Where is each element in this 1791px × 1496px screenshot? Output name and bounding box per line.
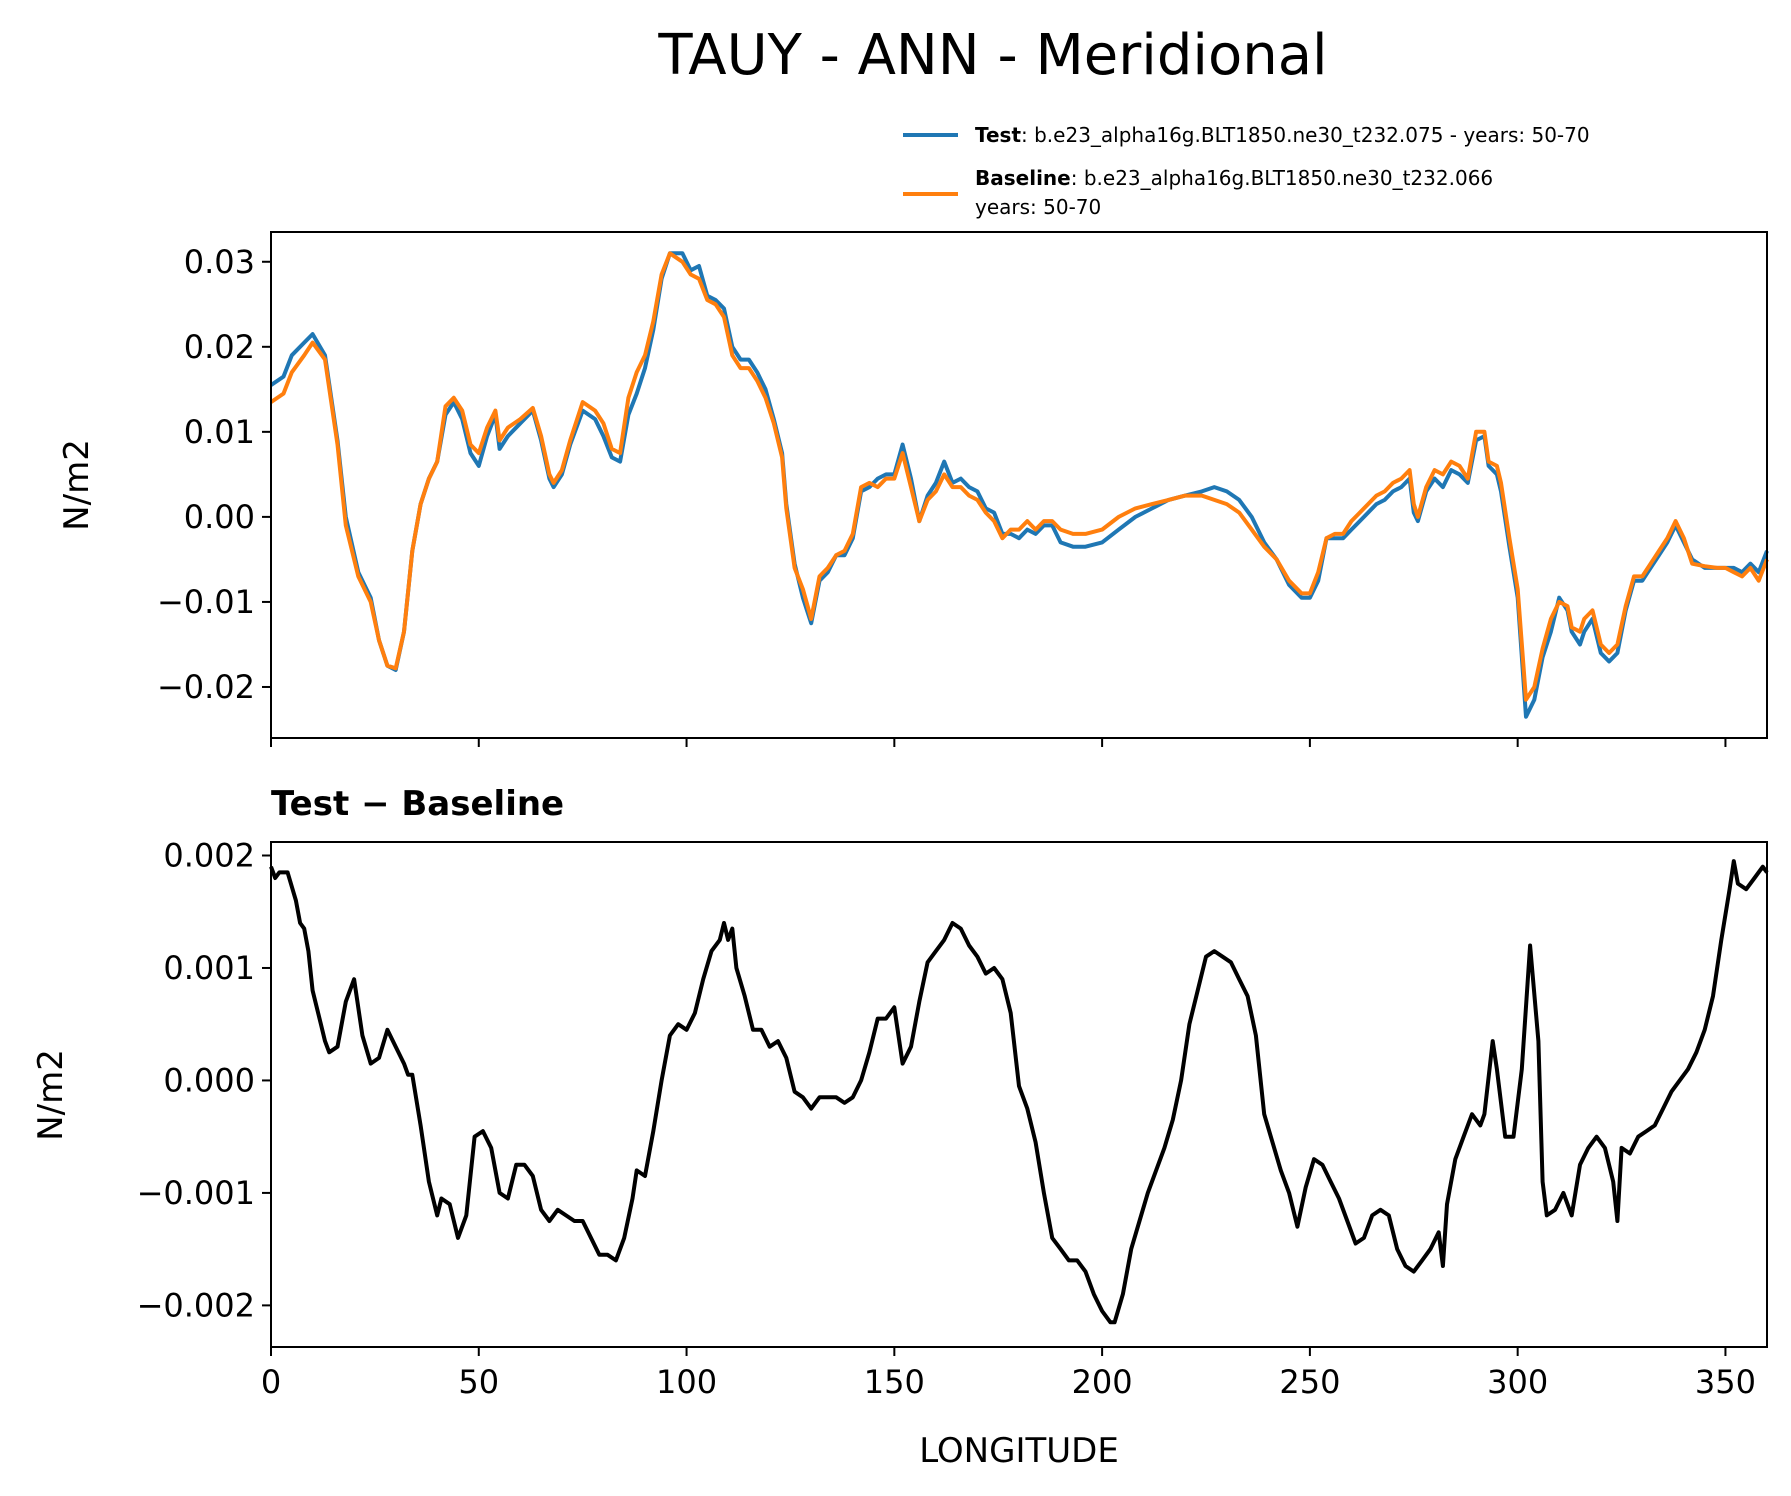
bottom-y-tick-label: 0.002	[163, 836, 255, 874]
bottom-x-tick-label: 300	[1487, 1363, 1548, 1401]
top-y-tick-label: −0.02	[157, 668, 255, 706]
top-y-tick-label: −0.01	[157, 583, 255, 621]
x-axis-label: LONGITUDE	[919, 1431, 1119, 1471]
bottom-y-axis-label: N/m2	[31, 1049, 71, 1141]
top-plot-frame	[270, 231, 1768, 739]
bottom-x-axis: 0 50 100 150 200 250 300 350	[261, 1347, 1756, 1401]
bottom-plot-frame	[270, 841, 1768, 1348]
top-panel: −0.02 −0.01 0.00 0.01 0.02 0.03 N/m2	[57, 231, 1769, 747]
bottom-y-tick-label: 0.000	[163, 1061, 255, 1099]
top-y-tick-label: 0.02	[184, 328, 255, 366]
bottom-plot-lines	[269, 859, 1769, 1325]
top-y-tick-label: 0.00	[184, 498, 255, 536]
bottom-x-tick-label: 350	[1695, 1363, 1756, 1401]
legend: Test: b.e23_alpha16g.BLT1850.ne30_t232.0…	[903, 123, 1590, 219]
chart-title: TAUY - ANN - Meridional	[657, 23, 1327, 88]
top-y-tick-label: 0.01	[184, 413, 255, 451]
svg-text:Baseline: b.e23_alpha16g.BLT18: Baseline: b.e23_alpha16g.BLT1850.ne30_t2…	[975, 166, 1493, 190]
bottom-y-tick-label: −0.002	[137, 1286, 255, 1324]
legend-text-test: : b.e23_alpha16g.BLT1850.ne30_t232.075 -…	[1021, 123, 1590, 147]
top-y-axis-label: N/m2	[57, 439, 97, 531]
bottom-x-tick-label: 250	[1279, 1363, 1340, 1401]
top-series-baseline-line	[269, 251, 1769, 702]
bottom-panel: Test − Baseline −0.002 −0.001 0.000 0.001 0.…	[31, 784, 1769, 1471]
top-y-tick-label: 0.03	[184, 243, 255, 281]
bottom-x-tick-label: 150	[864, 1363, 925, 1401]
top-plot-lines	[269, 251, 1769, 719]
bottom-x-tick-label: 200	[1072, 1363, 1133, 1401]
bottom-y-tick-label: −0.001	[137, 1174, 255, 1212]
top-x-axis	[270, 738, 1727, 747]
top-y-axis: −0.02 −0.01 0.00 0.01 0.02 0.03	[157, 243, 271, 706]
bottom-x-tick-label: 100	[656, 1363, 717, 1401]
legend-text-baseline: : b.e23_alpha16g.BLT1850.ne30_t232.066	[1071, 166, 1493, 190]
bottom-series-test-baseline-line	[269, 859, 1769, 1325]
legend-text-baseline-years: years: 50-70	[975, 195, 1101, 219]
legend-label-test: Test	[975, 123, 1021, 147]
top-series-test-line	[269, 251, 1769, 719]
bottom-y-axis: −0.002 −0.001 0.000 0.001 0.002	[137, 836, 271, 1324]
bottom-y-tick-label: 0.001	[163, 949, 255, 987]
bottom-panel-title: Test − Baseline	[271, 784, 564, 824]
bottom-x-tick-label: 0	[261, 1363, 281, 1401]
legend-label-baseline: Baseline	[975, 166, 1071, 190]
svg-text:Test: b.e23_alpha16g.BLT1850.n: Test: b.e23_alpha16g.BLT1850.ne30_t232.0…	[975, 123, 1590, 147]
bottom-x-tick-label: 50	[458, 1363, 499, 1401]
